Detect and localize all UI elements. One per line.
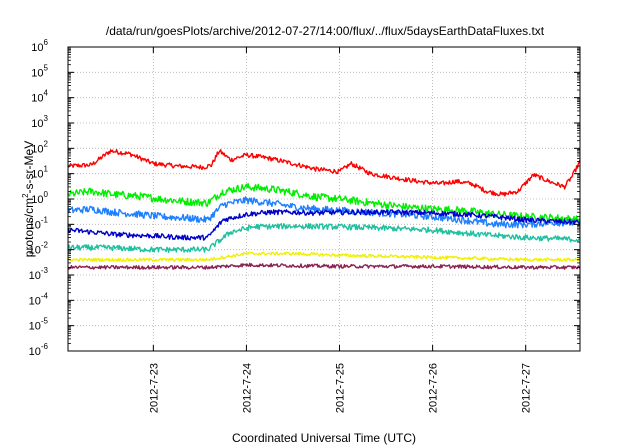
- y-tick-exponent: -3: [41, 266, 49, 275]
- y-tick-exponent: -2: [41, 241, 49, 250]
- series-line-7: [67, 262, 581, 270]
- chart-title: /data/run/goesPlots/archive/2012-07-27/1…: [106, 24, 545, 38]
- series-line-3: [67, 196, 581, 229]
- y-tick-exponent: -6: [41, 342, 49, 351]
- y-tick-label: 105: [31, 63, 48, 79]
- series-line-6: [67, 251, 581, 262]
- y-tick-exponent: 5: [44, 63, 49, 72]
- y-tick-label: 10-5: [29, 317, 49, 333]
- y-tick-label: 10-6: [29, 342, 49, 358]
- y-tick-base: 10: [29, 270, 41, 282]
- y-axis-label: protons/cm2-s-sr-MeV: [21, 141, 36, 257]
- y-axis-ticks: 10-610-510-410-310-210-11001011021031041…: [29, 38, 580, 358]
- y-tick-exponent: 6: [44, 38, 49, 47]
- y-axis-label-rest: -s-sr-MeV: [22, 141, 36, 194]
- y-tick-base: 10: [29, 295, 41, 307]
- x-tick-label: 2012-7-23: [148, 363, 160, 413]
- y-tick-exponent: 0: [44, 190, 49, 199]
- y-tick-label: 10-4: [29, 291, 49, 307]
- y-tick-exponent: -5: [41, 317, 49, 326]
- y-tick-exponent: 1: [44, 165, 49, 174]
- x-tick-label: 2012-7-27: [521, 363, 533, 413]
- x-tick-label: 2012-7-24: [241, 363, 253, 413]
- x-tick-label: 2012-7-25: [335, 363, 347, 413]
- y-tick-label: 10-2: [29, 241, 49, 257]
- y-tick-base: 10: [31, 118, 43, 130]
- y-axis-label-base: protons/cm: [22, 198, 36, 257]
- series-line-1: [67, 149, 581, 197]
- x-axis-ticks: 2012-7-23 2012-7-24 2012-7-25 2012-7-26 2012…: [148, 47, 533, 413]
- y-tick-label: 10-3: [29, 266, 49, 282]
- y-tick-base: 10: [31, 194, 43, 206]
- y-tick-exponent: 3: [44, 114, 49, 123]
- y-tick-label: 103: [31, 114, 48, 130]
- y-tick-base: 10: [31, 93, 43, 105]
- series-line-2: [67, 182, 581, 224]
- x-axis-label: Coordinated Universal Time (UTC): [232, 431, 416, 445]
- y-tick-base: 10: [29, 346, 41, 358]
- y-axis-label-exponent: 2: [21, 193, 30, 198]
- y-tick-label: 102: [31, 139, 48, 155]
- series-group: [67, 149, 581, 270]
- series-line-4: [67, 209, 581, 241]
- y-tick-base: 10: [31, 143, 43, 155]
- y-tick-label: 10-1: [29, 215, 49, 231]
- y-tick-base: 10: [29, 245, 41, 257]
- y-tick-exponent: -4: [41, 291, 49, 300]
- y-tick-exponent: -1: [41, 215, 49, 224]
- series-line-5: [67, 222, 581, 253]
- y-tick-base: 10: [31, 42, 43, 54]
- y-tick-base: 10: [31, 169, 43, 181]
- y-tick-base: 10: [29, 219, 41, 231]
- y-tick-label: 106: [31, 38, 48, 54]
- x-tick-label: 2012-7-26: [428, 363, 440, 413]
- y-tick-label: 100: [31, 190, 48, 206]
- y-tick-label: 101: [31, 165, 48, 181]
- y-tick-label: 104: [31, 89, 48, 105]
- y-tick-base: 10: [29, 321, 41, 333]
- y-tick-exponent: 2: [44, 139, 49, 148]
- y-tick-base: 10: [31, 67, 43, 79]
- y-tick-exponent: 4: [44, 89, 49, 98]
